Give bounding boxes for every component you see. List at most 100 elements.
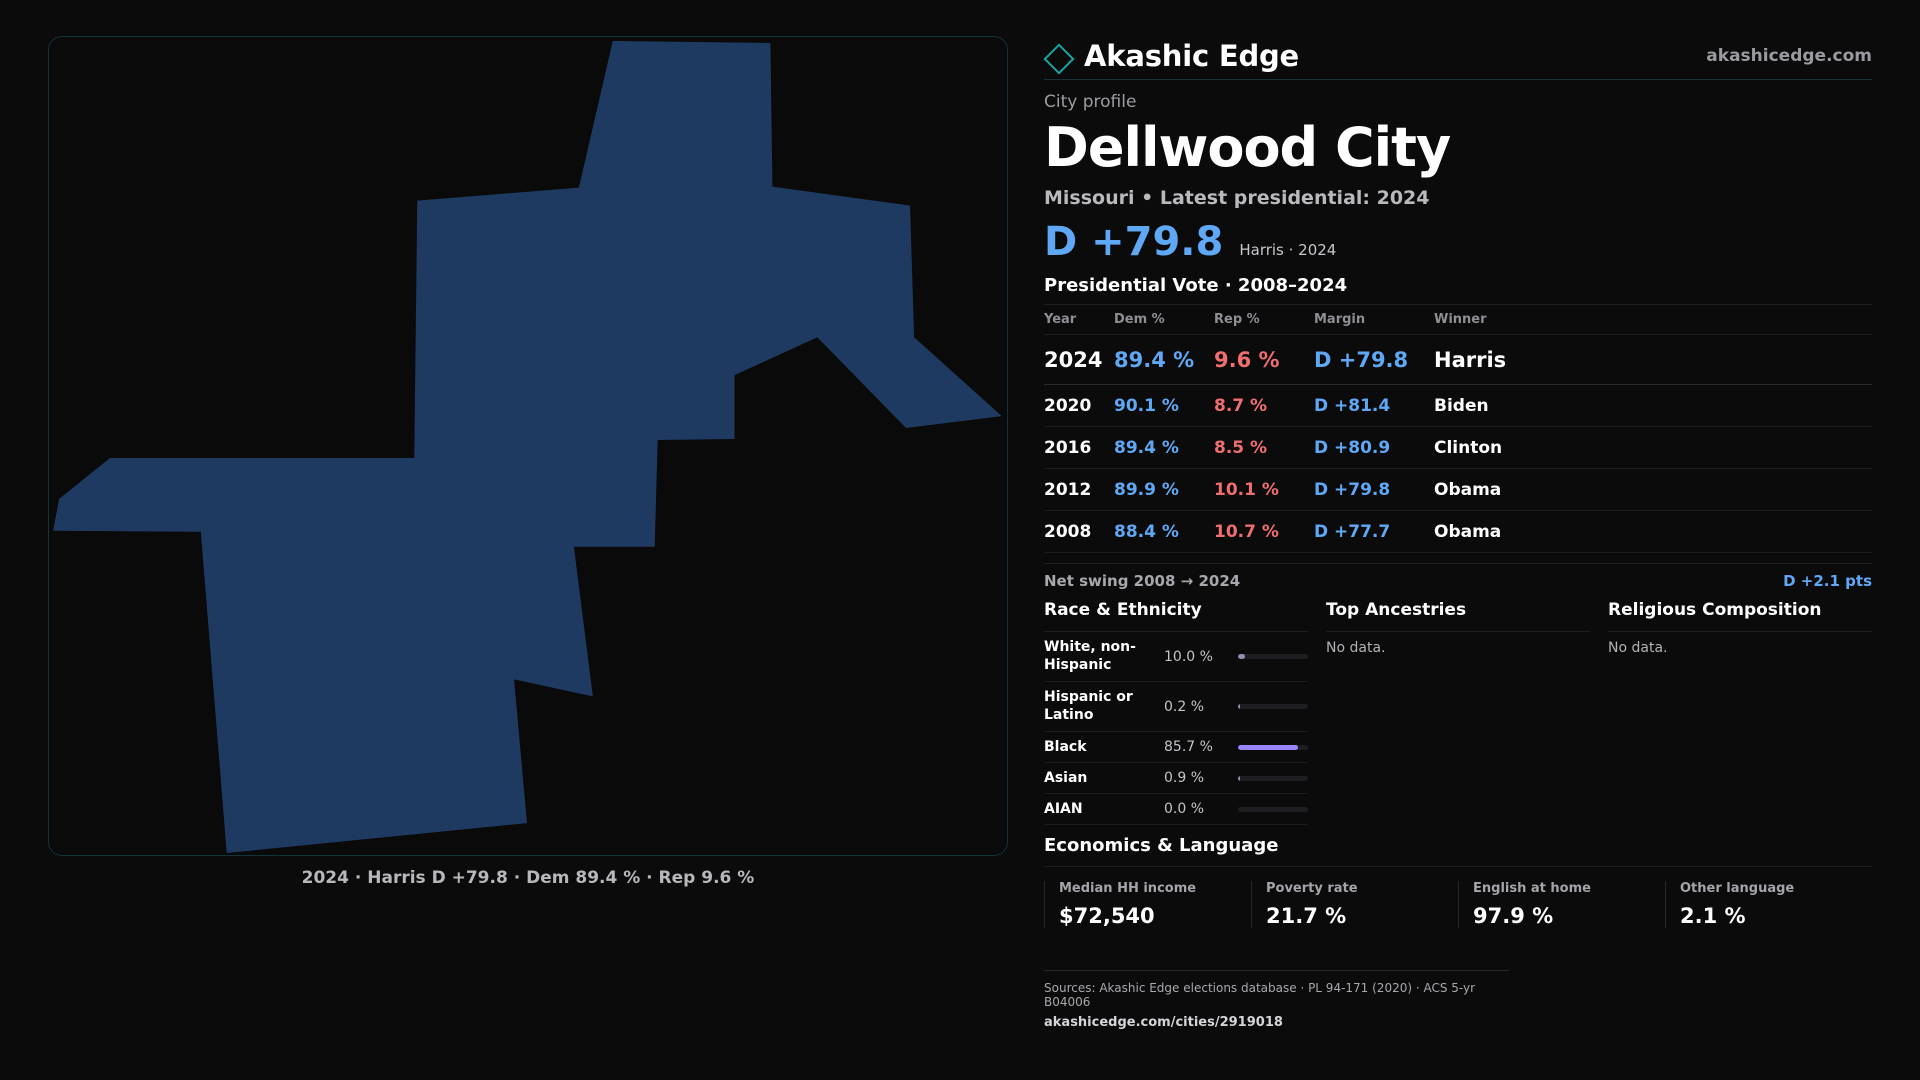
race-bar-fill: [1238, 744, 1298, 750]
religion-section: Religious Composition No data.: [1608, 600, 1872, 825]
cell-year: 2016: [1044, 426, 1114, 470]
vote-table-header: Year Dem % Rep % Margin Winner: [1044, 304, 1872, 336]
table-row[interactable]: 2012 89.9 % 10.1 % D +79.8 Obama: [1044, 468, 1872, 512]
race-row: Black 85.7 %: [1044, 732, 1308, 764]
cell-dem: 88.4 %: [1114, 510, 1214, 554]
race-ethnicity-section: Race & Ethnicity White, non-Hispanic 10.…: [1044, 600, 1308, 826]
race-pct: 85.7 %: [1164, 739, 1213, 756]
page-subtitle: Missouri • Latest presidential: 2024: [1044, 187, 1430, 210]
cell-dem: 89.4 %: [1114, 426, 1214, 470]
latest-margin-note: Harris · 2024: [1239, 241, 1337, 260]
stat-value: 97.9 %: [1473, 904, 1554, 929]
cell-year: 2024: [1044, 334, 1114, 386]
race-label: AIAN: [1044, 800, 1083, 817]
net-swing-value: D +2.1 pts: [1783, 572, 1872, 591]
stat-value: 21.7 %: [1266, 904, 1347, 929]
race-pct: 0.9 %: [1164, 770, 1205, 787]
page-url-link[interactable]: akashicedge.com/cities/2919018: [1044, 1015, 1283, 1031]
page-title: Dellwood City: [1044, 116, 1451, 179]
cell-winner: Clinton: [1434, 426, 1872, 470]
race-label: White, non-Hispanic: [1044, 639, 1136, 673]
stat-card: English at home 97.9 %: [1458, 881, 1665, 929]
cell-rep: 8.7 %: [1214, 384, 1314, 428]
cell-rep: 8.5 %: [1214, 426, 1314, 470]
race-bar-fill: [1238, 654, 1245, 660]
cell-margin: D +81.4: [1314, 384, 1434, 428]
cell-rep: 10.7 %: [1214, 510, 1314, 554]
map-svg: [53, 40, 1002, 854]
race-pct: 10.0 %: [1164, 648, 1213, 665]
stat-label: English at home: [1473, 881, 1591, 897]
stat-value: $72,540: [1059, 904, 1155, 929]
cell-dem: 90.1 %: [1114, 384, 1214, 428]
col-margin: Margin: [1314, 304, 1434, 336]
stat-label: Poverty rate: [1266, 881, 1358, 897]
stat-label: Other language: [1680, 881, 1795, 897]
map-caption: 2024 · Harris D +79.8 · Dem 89.4 % · Rep…: [301, 868, 755, 888]
race-bar-fill: [1238, 704, 1241, 710]
ancestries-section: Top Ancestries No data.: [1326, 600, 1590, 825]
cell-winner: Harris: [1434, 334, 1872, 386]
col-year: Year: [1044, 304, 1114, 336]
ancestries-empty: No data.: [1326, 640, 1386, 657]
stat-value: 2.1 %: [1680, 904, 1746, 929]
race-label: Hispanic or Latino: [1044, 689, 1133, 723]
table-row[interactable]: 2008 88.4 % 10.7 % D +77.7 Obama: [1044, 510, 1872, 554]
stat-label: Median HH income: [1059, 881, 1197, 897]
demographics-grid: Race & Ethnicity White, non-Hispanic 10.…: [1044, 600, 1872, 826]
brand-bar: Akashic Edge akashicedge.com: [1043, 32, 1872, 80]
footer: Sources: Akashic Edge elections database…: [1044, 970, 1509, 1030]
cell-margin: D +80.9: [1314, 426, 1434, 470]
cell-winner: Obama: [1434, 468, 1872, 512]
cell-margin: D +79.8: [1314, 334, 1434, 386]
city-boundary-map[interactable]: [48, 36, 1008, 856]
table-row[interactable]: 2016 89.4 % 8.5 % D +80.9 Clinton: [1044, 426, 1872, 470]
brand[interactable]: Akashic Edge: [1043, 38, 1300, 75]
race-pct: 0.2 %: [1164, 698, 1205, 715]
stat-card: Median HH income $72,540: [1044, 881, 1251, 929]
race-pct: 0.0 %: [1164, 801, 1205, 818]
cell-year: 2012: [1044, 468, 1114, 512]
cell-year: 2008: [1044, 510, 1114, 554]
col-winner: Winner: [1434, 304, 1872, 336]
cell-margin: D +79.8: [1314, 468, 1434, 512]
site-url-link[interactable]: akashicedge.com: [1706, 45, 1872, 66]
race-label: Black: [1044, 738, 1087, 755]
race-section-title: Race & Ethnicity: [1044, 600, 1308, 633]
sources-text: Sources: Akashic Edge elections database…: [1044, 981, 1476, 1010]
city-boundary-shape[interactable]: [53, 40, 1002, 854]
race-bar-track: [1238, 806, 1308, 812]
latest-margin-value: D +79.8: [1044, 219, 1224, 266]
stat-card: Other language 2.1 %: [1665, 881, 1872, 929]
race-label: Asian: [1044, 769, 1088, 786]
cell-dem: 89.4 %: [1114, 334, 1214, 386]
page-eyebrow: City profile: [1044, 92, 1137, 112]
cell-year: 2020: [1044, 384, 1114, 428]
col-rep: Rep %: [1214, 304, 1314, 336]
race-bar-fill: [1238, 775, 1241, 781]
race-bar-track: [1238, 654, 1308, 660]
ancestries-section-title: Top Ancestries: [1326, 600, 1590, 633]
race-bar-track: [1238, 775, 1308, 781]
race-row: AIAN 0.0 %: [1044, 794, 1308, 826]
religion-empty: No data.: [1608, 640, 1668, 657]
stat-card: Poverty rate 21.7 %: [1251, 881, 1458, 929]
cell-margin: D +77.7: [1314, 510, 1434, 554]
col-dem: Dem %: [1114, 304, 1214, 336]
cell-rep: 10.1 %: [1214, 468, 1314, 512]
cell-dem: 89.9 %: [1114, 468, 1214, 512]
table-row[interactable]: 2024 89.4 % 9.6 % D +79.8 Harris: [1044, 334, 1872, 386]
economics-section-title: Economics & Language: [1044, 835, 1872, 868]
cell-winner: Obama: [1434, 510, 1872, 554]
cell-rep: 9.6 %: [1214, 334, 1314, 386]
vote-section-title: Presidential Vote · 2008–2024: [1044, 275, 1348, 297]
cell-winner: Biden: [1434, 384, 1872, 428]
race-row: Hispanic or Latino 0.2 %: [1044, 682, 1308, 733]
religion-section-title: Religious Composition: [1608, 600, 1872, 633]
table-row[interactable]: 2020 90.1 % 8.7 % D +81.4 Biden: [1044, 384, 1872, 428]
race-row: Asian 0.9 %: [1044, 763, 1308, 795]
profile-panel: Akashic Edge akashicedge.com City profil…: [1043, 32, 1872, 1030]
diamond-logo-icon: [1043, 42, 1075, 75]
brand-name: Akashic Edge: [1084, 38, 1300, 73]
race-bar-track: [1238, 704, 1308, 710]
